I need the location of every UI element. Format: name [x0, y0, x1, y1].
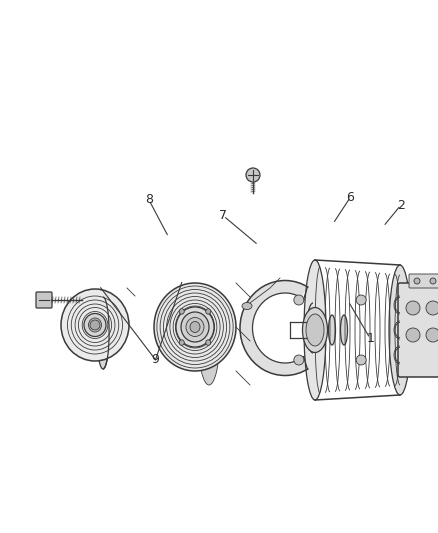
- Text: 8: 8: [145, 193, 153, 206]
- Ellipse shape: [154, 283, 236, 371]
- Circle shape: [356, 295, 366, 305]
- Ellipse shape: [206, 340, 211, 345]
- Text: 6: 6: [346, 191, 354, 204]
- Circle shape: [426, 328, 438, 342]
- Circle shape: [294, 355, 304, 365]
- Ellipse shape: [206, 309, 211, 314]
- Ellipse shape: [179, 340, 184, 345]
- Ellipse shape: [307, 303, 319, 353]
- FancyBboxPatch shape: [409, 274, 438, 288]
- Text: 7: 7: [219, 209, 227, 222]
- Circle shape: [430, 278, 436, 284]
- Ellipse shape: [389, 265, 411, 395]
- Ellipse shape: [340, 315, 347, 345]
- Ellipse shape: [242, 303, 252, 310]
- Circle shape: [426, 301, 438, 315]
- Ellipse shape: [328, 315, 336, 345]
- Polygon shape: [240, 280, 307, 375]
- Circle shape: [294, 295, 304, 305]
- Ellipse shape: [84, 313, 106, 336]
- Ellipse shape: [317, 315, 324, 345]
- Ellipse shape: [306, 314, 324, 346]
- Circle shape: [406, 328, 420, 342]
- Text: 9: 9: [152, 353, 159, 366]
- Circle shape: [406, 301, 420, 315]
- Text: 1: 1: [366, 332, 374, 345]
- Ellipse shape: [97, 297, 109, 369]
- Circle shape: [246, 168, 260, 182]
- Ellipse shape: [303, 308, 328, 352]
- Ellipse shape: [181, 312, 209, 342]
- Ellipse shape: [61, 289, 129, 361]
- Ellipse shape: [304, 260, 326, 400]
- Ellipse shape: [186, 318, 204, 336]
- Text: 2: 2: [397, 199, 405, 212]
- Ellipse shape: [198, 297, 219, 385]
- Ellipse shape: [179, 309, 184, 314]
- FancyBboxPatch shape: [36, 292, 52, 308]
- FancyBboxPatch shape: [398, 283, 438, 377]
- Ellipse shape: [88, 318, 102, 332]
- Ellipse shape: [190, 321, 200, 333]
- Circle shape: [90, 320, 100, 330]
- Ellipse shape: [176, 307, 214, 347]
- Circle shape: [414, 278, 420, 284]
- Circle shape: [356, 355, 366, 365]
